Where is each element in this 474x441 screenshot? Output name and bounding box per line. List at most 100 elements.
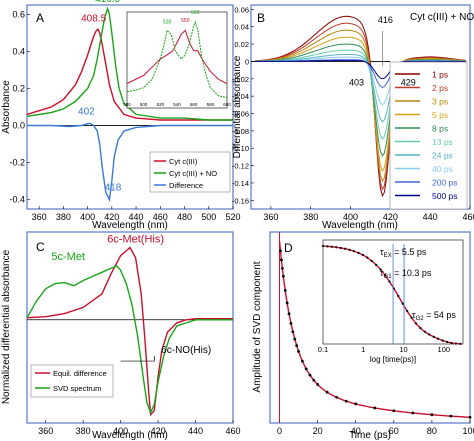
b-legend-label: 1 ps: [432, 70, 448, 80]
d-inset-tau-label: τG1 = 10.3 ps: [380, 268, 432, 280]
b-ytick-label: -0.06: [232, 110, 249, 119]
c-series-red: [26, 246, 233, 417]
a-annotation: 408.5: [81, 14, 106, 25]
b-legend-label: 3 ps: [432, 97, 448, 107]
d-inset-point: [344, 247, 347, 250]
panel-b-label: B: [257, 11, 265, 25]
c-legend-label: SVD spectrum: [53, 384, 101, 393]
a-inset-annotation: 562: [191, 10, 200, 16]
b-xtick-label: 440: [423, 212, 438, 222]
b-xtick-label: 380: [303, 212, 318, 222]
d-data-point: [325, 390, 329, 394]
d-inset-point: [437, 337, 440, 340]
d-data-point: [316, 383, 320, 386]
b-ytick-label: -0.14: [232, 179, 249, 188]
a-ytick-label: -0.2: [9, 158, 25, 168]
c-xtick-label: 360: [38, 426, 53, 436]
c-xtick-label: 380: [76, 426, 91, 436]
panel-d-label: D: [284, 241, 293, 255]
a-inset-series: [126, 29, 228, 85]
a-xtick-label: 380: [56, 212, 71, 222]
panel-b-xlabel: Wavelength (nm): [322, 220, 398, 231]
b-ytick-label: 0.04: [234, 23, 249, 32]
a-inset-annotation: 528: [163, 20, 172, 26]
b-series: [254, 15, 467, 198]
a-inset-xtick: 580: [207, 102, 215, 107]
b-ytick-label: 0.02: [234, 40, 249, 49]
b-xtick-label: 460: [462, 212, 474, 222]
a-inset-series: [126, 20, 228, 98]
d-inset-tau-label: τG2 = 54 ps: [412, 310, 456, 322]
b-series: [255, 36, 466, 173]
d-inset-point: [450, 341, 453, 344]
d-inset-point: [330, 245, 333, 248]
c-xtick-label: 440: [188, 426, 203, 436]
d-inset-point: [459, 342, 462, 345]
d-inset-point: [419, 326, 422, 330]
b-ytick-label: -0.16: [232, 196, 249, 205]
d-inset-xtick: 1: [361, 345, 365, 354]
d-xtick-label: 20: [313, 426, 323, 436]
b-legend-label: 2 ps: [432, 83, 448, 93]
b-legend-label: 8 ps: [432, 124, 448, 134]
b-legend-label: 13 ps: [432, 137, 453, 147]
d-xtick-label: 0: [277, 426, 282, 436]
d-inset-point: [388, 280, 391, 283]
a-xtick-label: 460: [153, 212, 168, 222]
d-inset-point: [454, 342, 457, 345]
panel-a: A 360 380 400 420 440 460 480 500 520 -0.4 -0.2 0.0…: [1, 0, 241, 231]
b-annotation: 403: [349, 78, 364, 88]
d-data-point: [280, 266, 284, 270]
b-xtick-label: 360: [263, 212, 278, 222]
panel-c-legend: [30, 364, 114, 398]
d-inset-xlabel: log [time(ps)]: [370, 355, 416, 364]
b-annotation: 416: [378, 15, 393, 25]
panel-d: D 0 20 40 60 80 100 0.1 1 10 100 log [time(ps)] τE…: [252, 231, 474, 441]
d-inset-point: [445, 340, 449, 343]
d-inset-point: [375, 263, 378, 266]
d-inset-point: [335, 246, 338, 249]
a-ytick-label: 0.2: [12, 83, 25, 93]
d-inset-point: [361, 253, 364, 257]
a-xtick-label: 420: [104, 212, 119, 222]
panel-b: B Cyt c(III) + NO 360 380 400 420 440 460 -0.1…: [232, 4, 474, 231]
d-data-point: [344, 399, 348, 403]
b-legend-label: 5 ps: [432, 110, 448, 120]
c-xtick-label: 460: [225, 426, 240, 436]
d-inset-point: [401, 302, 404, 305]
d-xtick-label: 100: [462, 426, 474, 436]
b-legend-label: 500 ps: [432, 191, 458, 201]
d-inset-point: [339, 246, 342, 250]
b-legend-label: 200 ps: [432, 178, 458, 188]
panel-c: C 360 380 400 420 440 460 Equil. difference SV…: [1, 231, 241, 441]
a-series-red: [26, 27, 233, 121]
d-data-point: [430, 413, 434, 417]
a-annotation: 402: [78, 106, 95, 117]
d-inset-point: [428, 333, 431, 336]
d-data-point: [392, 409, 396, 413]
panel-c-xlabel: Wavelength (nm): [92, 430, 168, 441]
d-data-point: [304, 367, 308, 371]
b-legend-label: 24 ps: [432, 151, 453, 161]
b-xtick-label: 400: [343, 212, 358, 222]
d-data-point: [287, 312, 291, 316]
b-ytick-label: -0.10: [232, 144, 249, 153]
c-bracket: [120, 355, 155, 362]
a-inset-xtick: 480: [123, 102, 131, 107]
a-inset-xtick: 520: [157, 102, 165, 107]
panel-d-xlabel: Time (ps): [349, 430, 391, 441]
a-series-blue: [27, 122, 233, 203]
d-data-point: [308, 373, 312, 377]
a-ytick-label: 0.0: [12, 121, 25, 131]
c-xtick-label: 420: [151, 426, 166, 436]
a-ytick-label: 0.6: [12, 9, 25, 19]
a-inset-xtick: 560: [190, 102, 198, 107]
d-data-point: [293, 337, 297, 341]
c-annotation: 6c-NO(His): [161, 345, 211, 356]
a-ytick-label: -0.4: [9, 195, 25, 205]
d-inset-point: [321, 244, 325, 248]
panel-c-label: C: [36, 240, 45, 254]
a-annotation: 418: [105, 182, 122, 193]
panel-a-xlabel: Wavelength (nm): [92, 220, 168, 231]
